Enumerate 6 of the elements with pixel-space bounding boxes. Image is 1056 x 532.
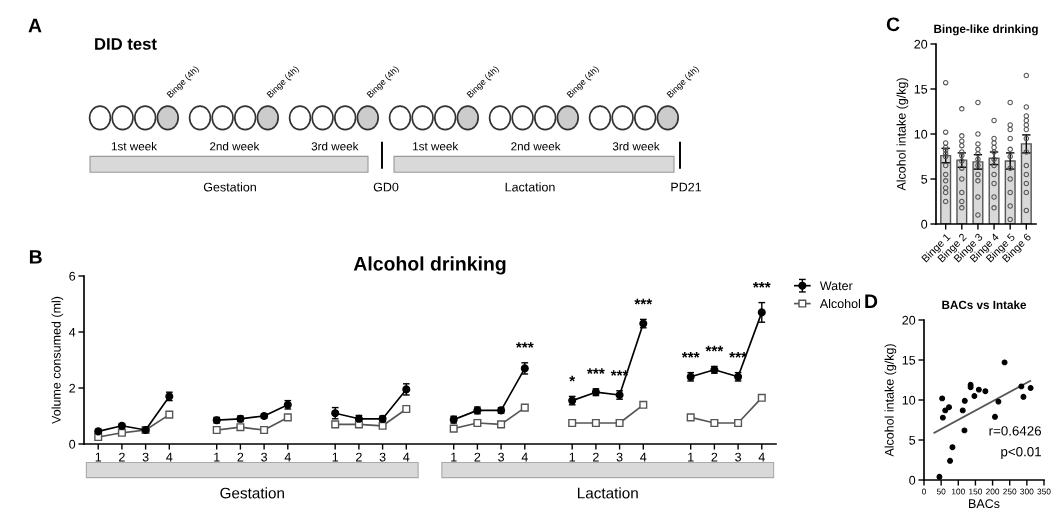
text: DID test [95,38,157,50]
text: A [28,18,42,33]
text: B [29,250,42,264]
text: D [865,294,878,308]
text: C [886,17,900,32]
chart-title: Alcohol drinking [353,256,506,275]
